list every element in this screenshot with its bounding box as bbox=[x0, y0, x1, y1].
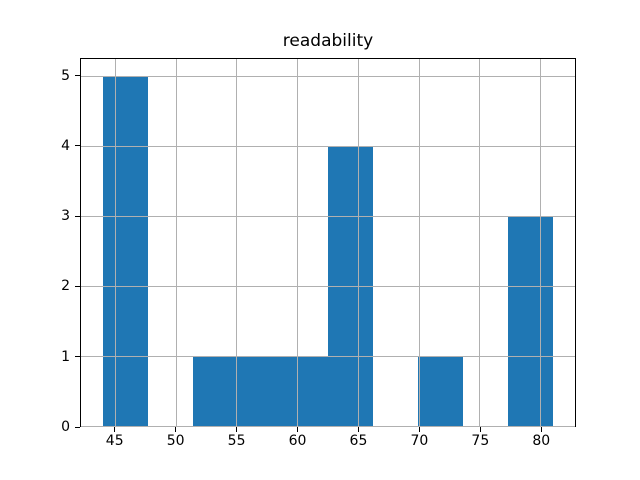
y-tick bbox=[75, 285, 80, 287]
x-tick bbox=[236, 427, 238, 432]
gridline-horizontal bbox=[81, 145, 575, 147]
gridline-vertical bbox=[539, 59, 541, 426]
y-tick bbox=[75, 215, 80, 217]
y-tick-label: 1 bbox=[61, 348, 70, 365]
y-tick bbox=[75, 426, 80, 428]
gridline-vertical bbox=[115, 59, 117, 426]
histogram-bar bbox=[507, 216, 553, 426]
x-tick-label: 45 bbox=[105, 433, 124, 449]
histogram-bar bbox=[238, 356, 284, 426]
y-tick-label: 3 bbox=[61, 208, 70, 225]
y-tick-label: 0 bbox=[61, 419, 70, 435]
y-tick-label: 2 bbox=[61, 278, 70, 295]
x-tick-label: 50 bbox=[166, 433, 185, 449]
histogram-bar bbox=[193, 356, 239, 426]
chart-title: readability bbox=[282, 31, 374, 51]
x-tick-label: 80 bbox=[532, 433, 551, 449]
x-tick bbox=[479, 427, 481, 432]
gridline-horizontal bbox=[81, 75, 575, 77]
gridline-horizontal bbox=[81, 425, 575, 427]
gridline-vertical bbox=[418, 59, 420, 426]
gridline-horizontal bbox=[81, 215, 575, 217]
gridline-horizontal bbox=[81, 285, 575, 287]
y-tick bbox=[75, 356, 80, 358]
y-tick-label: 5 bbox=[61, 67, 70, 84]
x-tick-label: 60 bbox=[288, 433, 307, 449]
x-tick bbox=[175, 427, 177, 432]
y-tick-label: 4 bbox=[61, 137, 70, 154]
y-tick bbox=[75, 145, 80, 147]
x-tick bbox=[297, 427, 299, 432]
x-tick-label: 65 bbox=[349, 433, 368, 449]
y-tick bbox=[75, 75, 80, 77]
gridline-horizontal bbox=[81, 355, 575, 357]
gridline-vertical bbox=[357, 59, 359, 426]
x-tick bbox=[418, 427, 420, 432]
x-tick bbox=[114, 427, 116, 432]
x-tick-label: 75 bbox=[471, 433, 490, 449]
histogram-bar bbox=[103, 76, 149, 426]
x-tick-label: 70 bbox=[410, 433, 429, 449]
x-tick-label: 55 bbox=[227, 433, 246, 449]
x-tick bbox=[540, 427, 542, 432]
plot-area bbox=[80, 58, 576, 427]
histogram-bar bbox=[283, 356, 328, 426]
gridline-vertical bbox=[479, 59, 481, 426]
gridline-vertical bbox=[236, 59, 238, 426]
gridline-vertical bbox=[175, 59, 177, 426]
histogram-bar bbox=[417, 356, 463, 426]
x-tick bbox=[357, 427, 359, 432]
gridline-vertical bbox=[297, 59, 299, 426]
